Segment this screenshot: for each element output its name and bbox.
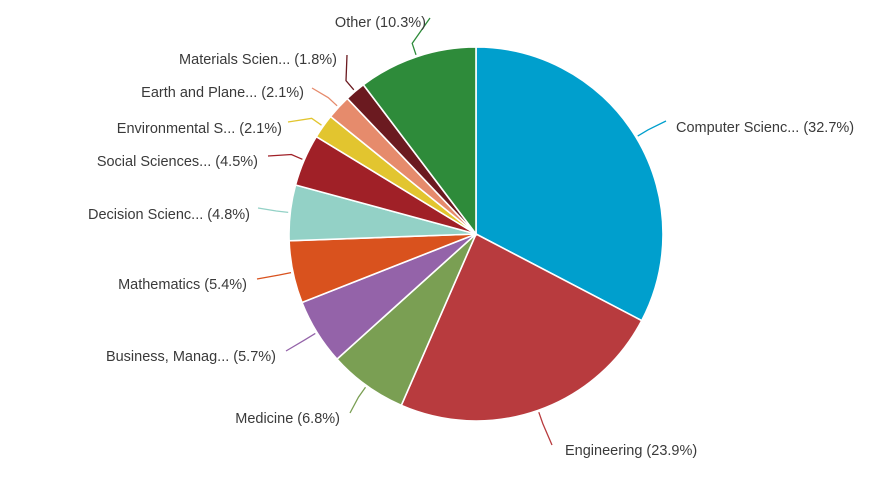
leader-line-earth-and-plane (311, 87, 338, 107)
slice-label-engineering: Engineering (23.9%) (565, 443, 697, 459)
leader-line-medicine (349, 386, 367, 414)
slice-label-business-manag: Business, Manag... (5.7%) (106, 349, 276, 365)
slice-label-materials-scien: Materials Scien... (1.8%) (179, 52, 337, 68)
slice-label-computer-scienc: Computer Scienc... (32.7%) (676, 120, 854, 136)
slice-label-environmental-s: Environmental S... (2.1%) (117, 121, 282, 137)
pie-slice-engineering (400, 232, 643, 422)
leader-line-business-manag (285, 332, 316, 352)
leader-line-computer-scienc (637, 120, 667, 137)
leader-lines-layer (256, 17, 667, 446)
leader-line-other (411, 17, 431, 56)
leader-line-mathematics (256, 271, 292, 280)
slice-label-other: Other (10.3%) (335, 15, 426, 31)
pie-slice-computer-scienc (475, 46, 664, 322)
leader-line-engineering (538, 411, 553, 446)
slice-label-earth-and-plane: Earth and Plane... (2.1%) (141, 85, 304, 101)
leader-line-environmental-s (287, 117, 322, 126)
leader-line-social-sciences (267, 153, 303, 160)
slices-layer (288, 46, 664, 422)
labels-layer: Computer Scienc... (32.7%) Engineering (2… (88, 15, 854, 459)
slice-label-medicine: Medicine (6.8%) (235, 411, 340, 427)
pie-slice-other (362, 46, 477, 237)
leader-line-materials-scien (345, 54, 355, 91)
leader-line-decision-scienc (257, 207, 289, 214)
slice-label-social-sciences: Social Sciences... (4.5%) (97, 154, 258, 170)
slice-label-mathematics: Mathematics (5.4%) (118, 277, 247, 293)
slice-label-decision-scienc: Decision Scienc... (4.8%) (88, 207, 250, 223)
